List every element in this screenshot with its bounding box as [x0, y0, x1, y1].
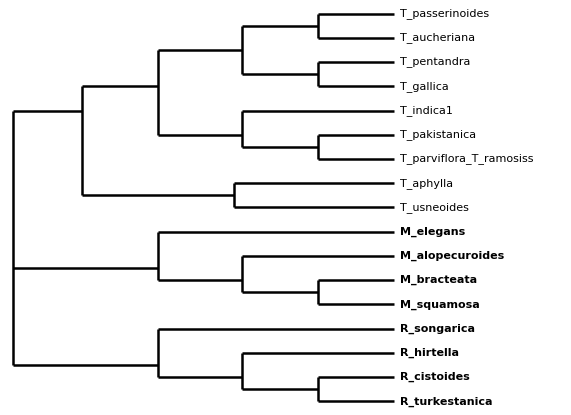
Text: M_alopecuroides: M_alopecuroides [400, 251, 504, 261]
Text: T_parviflora_T_ramosiss: T_parviflora_T_ramosiss [400, 154, 534, 164]
Text: R_cistoides: R_cistoides [400, 372, 470, 382]
Text: M_elegans: M_elegans [400, 227, 465, 237]
Text: R_hirtella: R_hirtella [400, 348, 459, 358]
Text: T_gallica: T_gallica [400, 81, 449, 92]
Text: T_usneoides: T_usneoides [400, 202, 469, 213]
Text: T_aphylla: T_aphylla [400, 178, 453, 189]
Text: R_songarica: R_songarica [400, 324, 475, 334]
Text: T_pakistanica: T_pakistanica [400, 129, 476, 140]
Text: T_pentandra: T_pentandra [400, 56, 471, 68]
Text: M_bracteata: M_bracteata [400, 275, 477, 286]
Text: T_passerinoides: T_passerinoides [400, 8, 489, 19]
Text: R_turkestanica: R_turkestanica [400, 396, 493, 407]
Text: T_aucheriana: T_aucheriana [400, 32, 475, 43]
Text: M_squamosa: M_squamosa [400, 299, 480, 310]
Text: T_indica1: T_indica1 [400, 105, 453, 116]
